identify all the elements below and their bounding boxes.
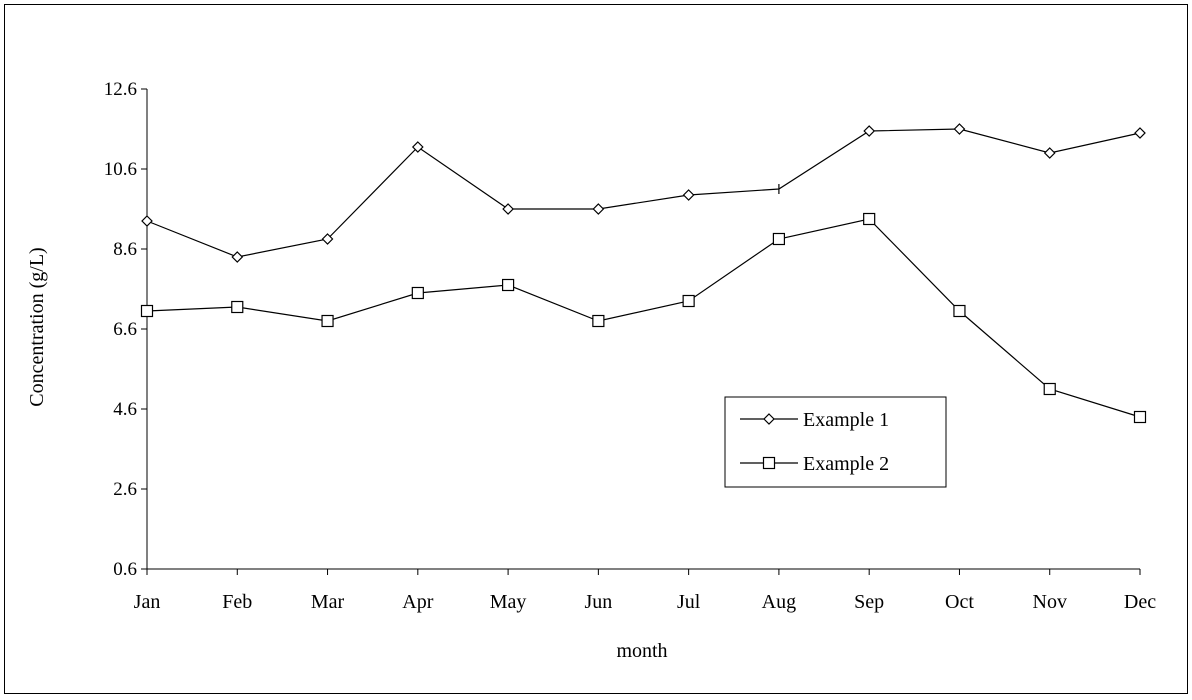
x-tick-label: Apr (402, 591, 433, 613)
y-tick-label: 8.6 (113, 239, 137, 260)
axes (146, 89, 1140, 570)
x-tick-label: Aug (762, 591, 796, 613)
data-point (321, 233, 334, 245)
data-point (1043, 147, 1056, 159)
legend-item-1: Example 1 (740, 409, 889, 431)
data-point (863, 212, 876, 226)
data-point (231, 251, 244, 263)
x-tick-label: Dec (1124, 591, 1156, 613)
x-tick-label: Mar (311, 591, 345, 613)
data-point (502, 203, 514, 215)
legend: Example 1 Example 2 (724, 396, 947, 488)
legend-items: Example 1 Example 2 (740, 409, 889, 475)
line-chart: 0.62.64.66.68.610.612.6 Jan Feb Mar Apr May J… (26, 79, 1156, 662)
data-point (592, 203, 605, 215)
data-point (321, 314, 334, 328)
x-tick-label: Sep (854, 591, 884, 613)
data-point (1134, 127, 1146, 139)
x-tick-label: Jan (134, 591, 161, 613)
legend-item-2: Example 2 (740, 453, 889, 475)
x-tick-label: Oct (945, 591, 974, 613)
legend-box (724, 396, 947, 488)
data-point (411, 286, 424, 300)
data-point (953, 304, 966, 318)
data-point (1133, 410, 1147, 424)
y-tick-label: 12.6 (104, 79, 137, 100)
data-point (411, 141, 424, 153)
chart-frame: 0.6 2.6 4.6 6.6 8.6 10.6 12.6 Jan Feb Mar Apr May J… (4, 4, 1188, 694)
legend-marker (762, 456, 776, 470)
x-axis-title: month (616, 640, 667, 662)
data-point (682, 189, 695, 201)
y-tick-label: 4.6 (113, 399, 137, 420)
data-point (863, 125, 876, 137)
x-tick-label: Jul (677, 591, 701, 613)
data-point (1043, 382, 1056, 396)
y-tick-label: 6.6 (113, 319, 137, 340)
y-tick-label: 10.6 (104, 159, 137, 180)
series-1 (141, 123, 1146, 263)
data-point (231, 300, 244, 314)
data-point (953, 123, 966, 135)
x-tick-label: May (490, 591, 527, 613)
data-point (592, 314, 605, 328)
x-tick-label: Jun (584, 591, 612, 613)
data-point (682, 294, 695, 308)
data-point (772, 232, 786, 246)
legend-label: Example 2 (803, 453, 889, 475)
series-line (146, 128, 1141, 258)
y-axis-title: Concentration (g/L) (26, 247, 48, 406)
y-tick-label: 0.6 (113, 559, 137, 580)
series-2 (140, 212, 1147, 424)
y-tick-label: 2.6 (113, 479, 137, 500)
x-tick-label: Feb (222, 591, 252, 613)
data-point (140, 304, 154, 318)
x-ticks: Jan Feb Mar Apr May Jun Jul Aug Sep Oct Nov Dec (134, 569, 1156, 613)
y-ticks: 0.6 2.6 4.6 6.6 8.6 10.6 12.6 (104, 79, 147, 580)
legend-label: Example 1 (803, 409, 889, 431)
data-point (501, 278, 515, 292)
series-line (146, 218, 1141, 418)
data-point (141, 215, 153, 227)
legend-marker (763, 413, 775, 425)
x-tick-label: Nov (1033, 591, 1067, 613)
series (140, 123, 1147, 424)
